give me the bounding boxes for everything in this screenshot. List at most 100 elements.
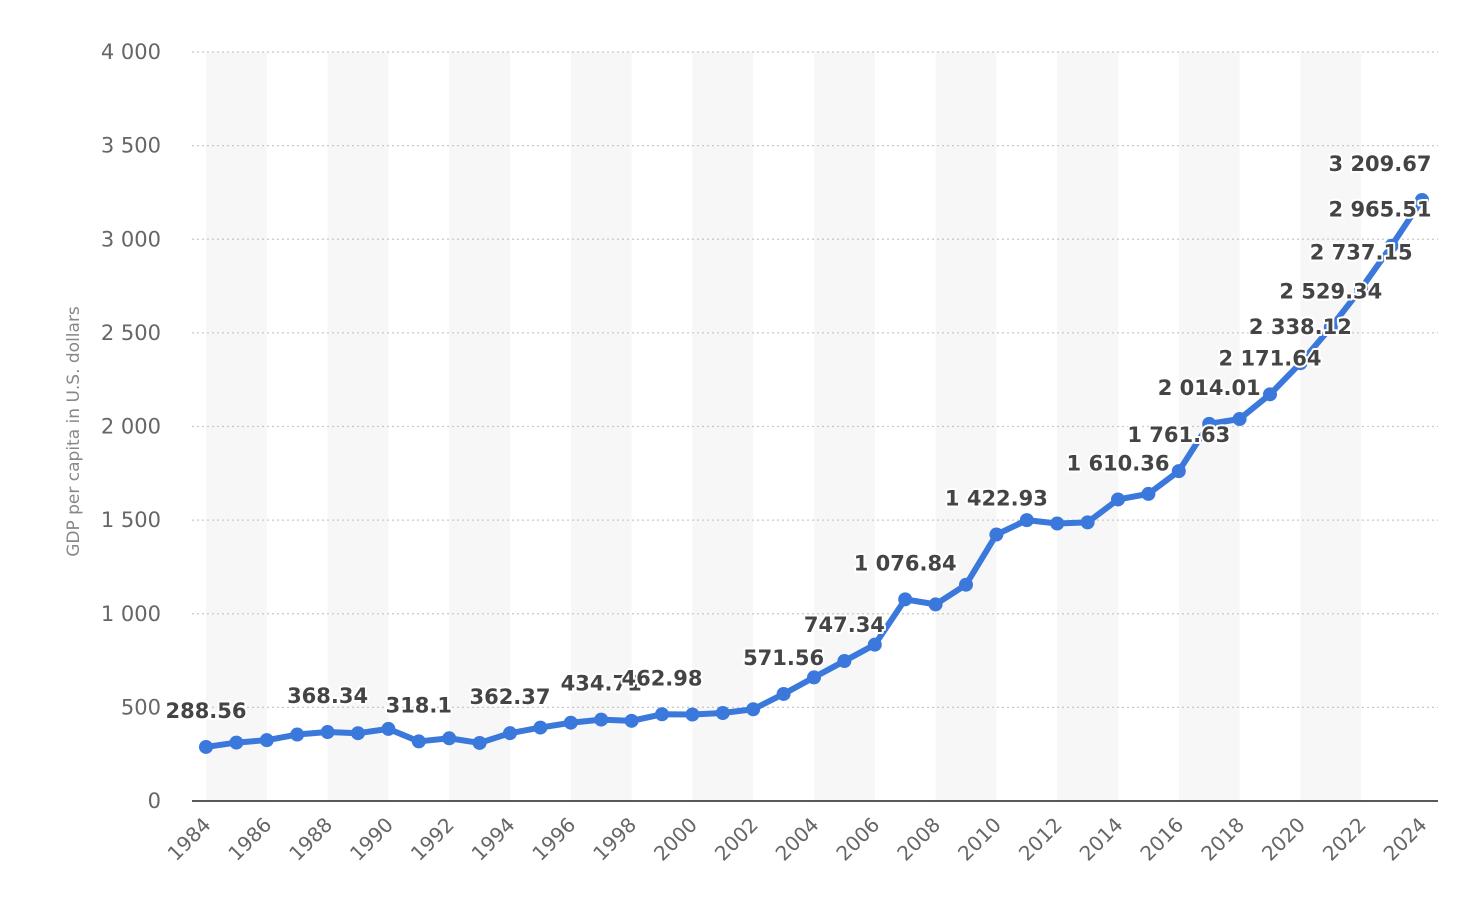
x-tick-label: 2002 (710, 813, 763, 866)
data-label: 462.98 (621, 666, 702, 690)
y-tick-label: 3 000 (101, 227, 161, 251)
data-point[interactable] (655, 707, 669, 722)
data-point[interactable] (959, 577, 973, 592)
x-tick-label: 1996 (527, 813, 580, 866)
column-band (935, 52, 997, 801)
y-tick-label: 1 000 (101, 602, 161, 626)
x-tick-label: 1994 (467, 813, 520, 866)
data-point[interactable] (1263, 387, 1277, 402)
data-label: 2 965.51 (1329, 198, 1432, 222)
data-point[interactable] (503, 726, 517, 741)
data-point[interactable] (1171, 464, 1186, 479)
data-point[interactable] (1080, 515, 1095, 530)
data-label: 571.56 (743, 646, 824, 670)
data-point[interactable] (1384, 238, 1399, 253)
data-point[interactable] (867, 637, 882, 652)
y-tick-label: 4 000 (101, 40, 161, 64)
data-point[interactable] (1323, 320, 1338, 335)
x-tick-label: 2018 (1196, 813, 1249, 866)
x-tick-label: 1986 (223, 813, 276, 866)
x-tick-label: 2014 (1075, 813, 1128, 866)
data-label: 318.1 (386, 693, 452, 717)
x-tick-label: 1990 (345, 813, 398, 866)
x-tick-label: 2008 (892, 813, 945, 866)
x-tick-label: 2020 (1257, 813, 1310, 866)
x-tick-label: 2024 (1379, 813, 1432, 866)
x-tick-label: 2006 (831, 813, 884, 866)
data-point[interactable] (563, 715, 578, 730)
x-tick-label: 1998 (588, 813, 641, 866)
data-point[interactable] (807, 670, 821, 685)
column-band (814, 52, 875, 801)
data-point[interactable] (1141, 486, 1156, 501)
x-tick-label: 2016 (1135, 813, 1188, 866)
data-point[interactable] (1415, 192, 1429, 207)
data-label: 1 076.84 (854, 551, 957, 575)
data-point[interactable] (320, 725, 335, 740)
data-point[interactable] (1050, 516, 1065, 531)
y-axis-tick-labels: 0 500 1 000 1 500 2 000 2 500 3 000 3 500 4 000 (101, 40, 161, 813)
data-label: 368.34 (287, 684, 368, 708)
data-label: 2 338.12 (1249, 315, 1352, 339)
data-point[interactable] (199, 739, 213, 754)
x-tick-label: 2012 (1014, 813, 1067, 866)
data-point[interactable] (381, 721, 396, 736)
y-tick-label: 2 000 (101, 415, 161, 439)
column-band (1300, 52, 1362, 801)
data-label: 362.37 (469, 685, 550, 709)
data-label: 1 422.93 (945, 487, 1048, 511)
data-point[interactable] (259, 733, 274, 748)
data-point[interactable] (776, 686, 791, 701)
data-point[interactable] (1354, 281, 1369, 296)
data-point[interactable] (442, 731, 457, 746)
data-point[interactable] (594, 712, 609, 727)
data-point[interactable] (351, 726, 365, 741)
data-point[interactable] (837, 654, 852, 669)
data-point[interactable] (411, 734, 426, 749)
column-band (570, 52, 632, 801)
x-tick-label: 2022 (1318, 813, 1371, 866)
data-point[interactable] (533, 720, 548, 735)
data-label: 288.56 (165, 699, 246, 723)
x-tick-label: 1992 (406, 813, 459, 866)
y-axis-title: GDP per capita in U.S. dollars (64, 306, 84, 557)
x-tick-label: 2004 (771, 813, 824, 866)
x-tick-label: 1984 (163, 813, 216, 866)
column-band (206, 52, 267, 801)
data-point[interactable] (472, 735, 487, 750)
data-point[interactable] (1202, 416, 1217, 431)
data-label: 2 529.34 (1279, 279, 1382, 303)
data-label: 434.71 (561, 672, 642, 696)
data-point[interactable] (624, 713, 639, 728)
x-axis-tick-labels: 1984 1986 1988 1990 1992 1994 1996 1998 2000 2002… (163, 813, 1432, 866)
data-point[interactable] (290, 727, 305, 742)
data-point[interactable] (1232, 412, 1247, 427)
data-point[interactable] (898, 592, 913, 607)
data-label: 747.34 (804, 613, 885, 637)
data-label: 2 171.64 (1219, 346, 1322, 370)
data-label: 2 737.15 (1310, 240, 1413, 264)
data-point[interactable] (1111, 492, 1125, 507)
data-point[interactable] (685, 707, 700, 722)
data-point[interactable] (928, 597, 943, 612)
data-points (199, 192, 1429, 754)
data-label: 1 761.63 (1127, 423, 1230, 447)
y-tick-label: 3 500 (101, 134, 161, 158)
data-point[interactable] (229, 735, 244, 750)
x-tick-label: 2000 (649, 813, 702, 866)
data-label: 2 014.01 (1158, 376, 1261, 400)
data-point[interactable] (989, 527, 1004, 542)
y-tick-label: 500 (121, 695, 161, 719)
y-tick-label: 1 500 (101, 508, 161, 532)
data-point[interactable] (715, 705, 730, 720)
column-band (449, 52, 510, 801)
data-label: 3 209.67 (1329, 152, 1432, 176)
y-tick-label: 2 500 (101, 321, 161, 345)
x-tick-label: 1988 (284, 813, 337, 866)
data-point[interactable] (746, 702, 761, 717)
data-label: 1 610.36 (1067, 451, 1170, 475)
data-point[interactable] (1293, 356, 1308, 371)
data-point[interactable] (1019, 513, 1034, 528)
